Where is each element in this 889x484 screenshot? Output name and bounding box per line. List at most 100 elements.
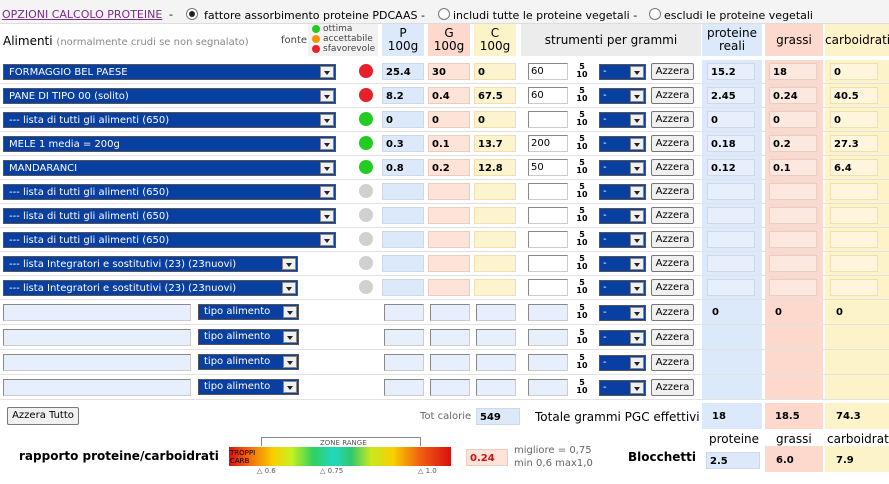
grams-stepper[interactable]: 5 10 bbox=[572, 304, 592, 321]
azzera-button[interactable]: Azzera bbox=[651, 354, 694, 371]
tipo-alimento-select[interactable]: tipo alimento bbox=[198, 329, 299, 345]
grams-stepper[interactable]: 5 10 bbox=[572, 354, 592, 371]
custom-food-name-input[interactable] bbox=[3, 304, 191, 321]
custom-g-input[interactable] bbox=[430, 354, 470, 371]
unit-select[interactable]: - bbox=[599, 160, 646, 176]
stepper-5[interactable]: 5 bbox=[579, 158, 585, 167]
grams-input[interactable]: 50 bbox=[528, 159, 568, 176]
custom-p-input[interactable] bbox=[384, 379, 424, 396]
grams-stepper[interactable]: 5 10 bbox=[572, 207, 592, 224]
stepper-5[interactable]: 5 bbox=[579, 303, 585, 312]
food-select[interactable]: FORMAGGIO BEL PAESE bbox=[3, 64, 336, 80]
unit-select[interactable]: - bbox=[599, 88, 646, 104]
custom-c-input[interactable] bbox=[476, 329, 516, 346]
stepper-10[interactable]: 10 bbox=[576, 336, 588, 345]
tipo-alimento-select[interactable]: tipo alimento bbox=[198, 354, 299, 370]
grams-stepper[interactable]: 5 10 bbox=[572, 255, 592, 272]
grams-input[interactable]: 60 bbox=[528, 63, 568, 80]
stepper-10[interactable]: 10 bbox=[576, 190, 588, 199]
grams-input[interactable]: 200 bbox=[528, 135, 568, 152]
custom-g-input[interactable] bbox=[430, 379, 470, 396]
unit-select[interactable]: - bbox=[599, 136, 646, 152]
food-select[interactable]: --- lista di tutti gli alimenti (650) bbox=[3, 208, 336, 224]
stepper-5[interactable]: 5 bbox=[579, 230, 585, 239]
stepper-5[interactable]: 5 bbox=[579, 182, 585, 191]
stepper-10[interactable]: 10 bbox=[576, 142, 588, 151]
grams-input[interactable] bbox=[528, 183, 568, 200]
unit-select[interactable]: - bbox=[599, 280, 646, 296]
tipo-alimento-select[interactable]: tipo alimento bbox=[198, 379, 299, 395]
food-select[interactable]: --- lista di tutti gli alimenti (650) bbox=[3, 112, 336, 128]
stepper-5[interactable]: 5 bbox=[579, 378, 585, 387]
food-select[interactable]: --- lista di tutti gli alimenti (650) bbox=[3, 184, 336, 200]
stepper-10[interactable]: 10 bbox=[576, 166, 588, 175]
custom-c-input[interactable] bbox=[476, 379, 516, 396]
azzera-tutto-button[interactable]: Azzera Tutto bbox=[7, 407, 79, 425]
grams-stepper[interactable]: 5 10 bbox=[572, 183, 592, 200]
unit-select[interactable]: - bbox=[599, 64, 646, 80]
unit-select[interactable]: - bbox=[599, 184, 646, 200]
radio-tutte-vegetali[interactable] bbox=[438, 8, 450, 20]
grams-input[interactable] bbox=[528, 329, 568, 346]
custom-p-input[interactable] bbox=[384, 354, 424, 371]
azzera-button[interactable]: Azzera bbox=[651, 379, 694, 396]
stepper-10[interactable]: 10 bbox=[576, 118, 588, 127]
grams-input[interactable] bbox=[528, 255, 568, 272]
azzera-button[interactable]: Azzera bbox=[651, 255, 694, 272]
stepper-5[interactable]: 5 bbox=[579, 206, 585, 215]
grams-input[interactable] bbox=[528, 231, 568, 248]
azzera-button[interactable]: Azzera bbox=[651, 329, 694, 346]
stepper-5[interactable]: 5 bbox=[579, 134, 585, 143]
unit-select[interactable]: - bbox=[599, 256, 646, 272]
custom-p-input[interactable] bbox=[384, 329, 424, 346]
tipo-alimento-select[interactable]: tipo alimento bbox=[198, 304, 299, 320]
food-select[interactable]: --- lista Integratori e sostitutivi (23)… bbox=[3, 256, 298, 272]
food-select[interactable]: --- lista di tutti gli alimenti (650) bbox=[3, 232, 336, 248]
food-select[interactable]: --- lista Integratori e sostitutivi (23)… bbox=[3, 280, 298, 296]
opzioni-calcolo-link[interactable]: OPZIONI CALCOLO PROTEINE bbox=[2, 8, 163, 21]
stepper-10[interactable]: 10 bbox=[576, 311, 588, 320]
grams-input[interactable] bbox=[528, 207, 568, 224]
grams-stepper[interactable]: 5 10 bbox=[572, 135, 592, 152]
azzera-button[interactable]: Azzera bbox=[651, 63, 694, 80]
custom-food-name-input[interactable] bbox=[3, 329, 191, 346]
grams-input[interactable] bbox=[528, 354, 568, 371]
stepper-10[interactable]: 10 bbox=[576, 286, 588, 295]
food-select[interactable]: MANDARANCI bbox=[3, 160, 336, 176]
stepper-10[interactable]: 10 bbox=[576, 386, 588, 395]
stepper-5[interactable]: 5 bbox=[579, 278, 585, 287]
stepper-5[interactable]: 5 bbox=[579, 110, 585, 119]
stepper-10[interactable]: 10 bbox=[576, 262, 588, 271]
azzera-button[interactable]: Azzera bbox=[651, 159, 694, 176]
custom-g-input[interactable] bbox=[430, 304, 470, 321]
custom-p-input[interactable] bbox=[384, 304, 424, 321]
grams-stepper[interactable]: 5 10 bbox=[572, 231, 592, 248]
stepper-10[interactable]: 10 bbox=[576, 94, 588, 103]
azzera-button[interactable]: Azzera bbox=[651, 135, 694, 152]
stepper-5[interactable]: 5 bbox=[579, 328, 585, 337]
grams-input[interactable] bbox=[528, 279, 568, 296]
grams-input[interactable] bbox=[528, 379, 568, 396]
stepper-10[interactable]: 10 bbox=[576, 70, 588, 79]
azzera-button[interactable]: Azzera bbox=[651, 231, 694, 248]
custom-g-input[interactable] bbox=[430, 329, 470, 346]
food-select[interactable]: PANE DI TIPO 00 (solito) bbox=[3, 88, 336, 104]
azzera-button[interactable]: Azzera bbox=[651, 207, 694, 224]
grams-stepper[interactable]: 5 10 bbox=[572, 87, 592, 104]
stepper-5[interactable]: 5 bbox=[579, 353, 585, 362]
radio-escludi-vegetali[interactable] bbox=[649, 8, 661, 20]
stepper-5[interactable]: 5 bbox=[579, 86, 585, 95]
custom-c-input[interactable] bbox=[476, 304, 516, 321]
unit-select[interactable]: - bbox=[599, 112, 646, 128]
custom-c-input[interactable] bbox=[476, 354, 516, 371]
unit-select[interactable]: - bbox=[599, 305, 646, 321]
grams-stepper[interactable]: 5 10 bbox=[572, 111, 592, 128]
unit-select[interactable]: - bbox=[599, 232, 646, 248]
unit-select[interactable]: - bbox=[599, 380, 646, 396]
unit-select[interactable]: - bbox=[599, 330, 646, 346]
custom-food-name-input[interactable] bbox=[3, 379, 191, 396]
unit-select[interactable]: - bbox=[599, 355, 646, 371]
grams-stepper[interactable]: 5 10 bbox=[572, 279, 592, 296]
grams-input[interactable]: 60 bbox=[528, 87, 568, 104]
stepper-10[interactable]: 10 bbox=[576, 214, 588, 223]
